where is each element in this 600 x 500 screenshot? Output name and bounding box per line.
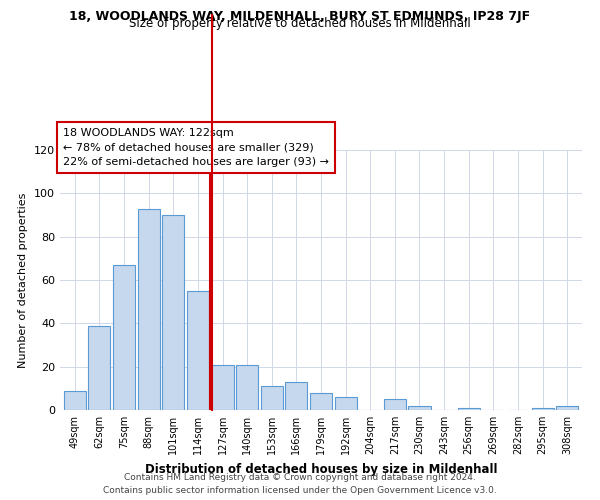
Y-axis label: Number of detached properties: Number of detached properties [19, 192, 28, 368]
Bar [260, 386, 283, 410]
Text: 18, WOODLANDS WAY, MILDENHALL, BURY ST EDMUNDS, IP28 7JF: 18, WOODLANDS WAY, MILDENHALL, BURY ST E… [70, 10, 530, 23]
Text: Size of property relative to detached houses in Mildenhall: Size of property relative to detached ho… [129, 18, 471, 30]
Bar [310, 392, 332, 410]
Bar [384, 399, 406, 410]
Bar [162, 215, 184, 410]
Bar [409, 406, 431, 410]
Bar [88, 326, 110, 410]
Text: 18 WOODLANDS WAY: 122sqm
← 78% of detached houses are smaller (329)
22% of semi-: 18 WOODLANDS WAY: 122sqm ← 78% of detach… [63, 128, 329, 167]
Bar [285, 382, 307, 410]
Bar [532, 408, 554, 410]
Bar [236, 364, 258, 410]
Bar [335, 397, 357, 410]
Bar [64, 390, 86, 410]
X-axis label: Distribution of detached houses by size in Mildenhall: Distribution of detached houses by size … [145, 462, 497, 475]
Bar [113, 265, 135, 410]
Bar [187, 291, 209, 410]
Bar [211, 364, 233, 410]
Bar [556, 406, 578, 410]
Bar [137, 208, 160, 410]
Bar [458, 408, 480, 410]
Text: Contains HM Land Registry data © Crown copyright and database right 2024.
Contai: Contains HM Land Registry data © Crown c… [103, 474, 497, 495]
